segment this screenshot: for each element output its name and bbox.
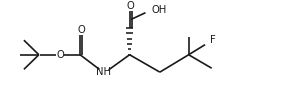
Text: O: O — [56, 50, 64, 60]
Text: OH: OH — [151, 6, 166, 15]
Text: O: O — [77, 25, 85, 35]
Text: O: O — [127, 1, 134, 11]
Text: NH: NH — [96, 67, 111, 77]
Text: F: F — [210, 35, 216, 45]
